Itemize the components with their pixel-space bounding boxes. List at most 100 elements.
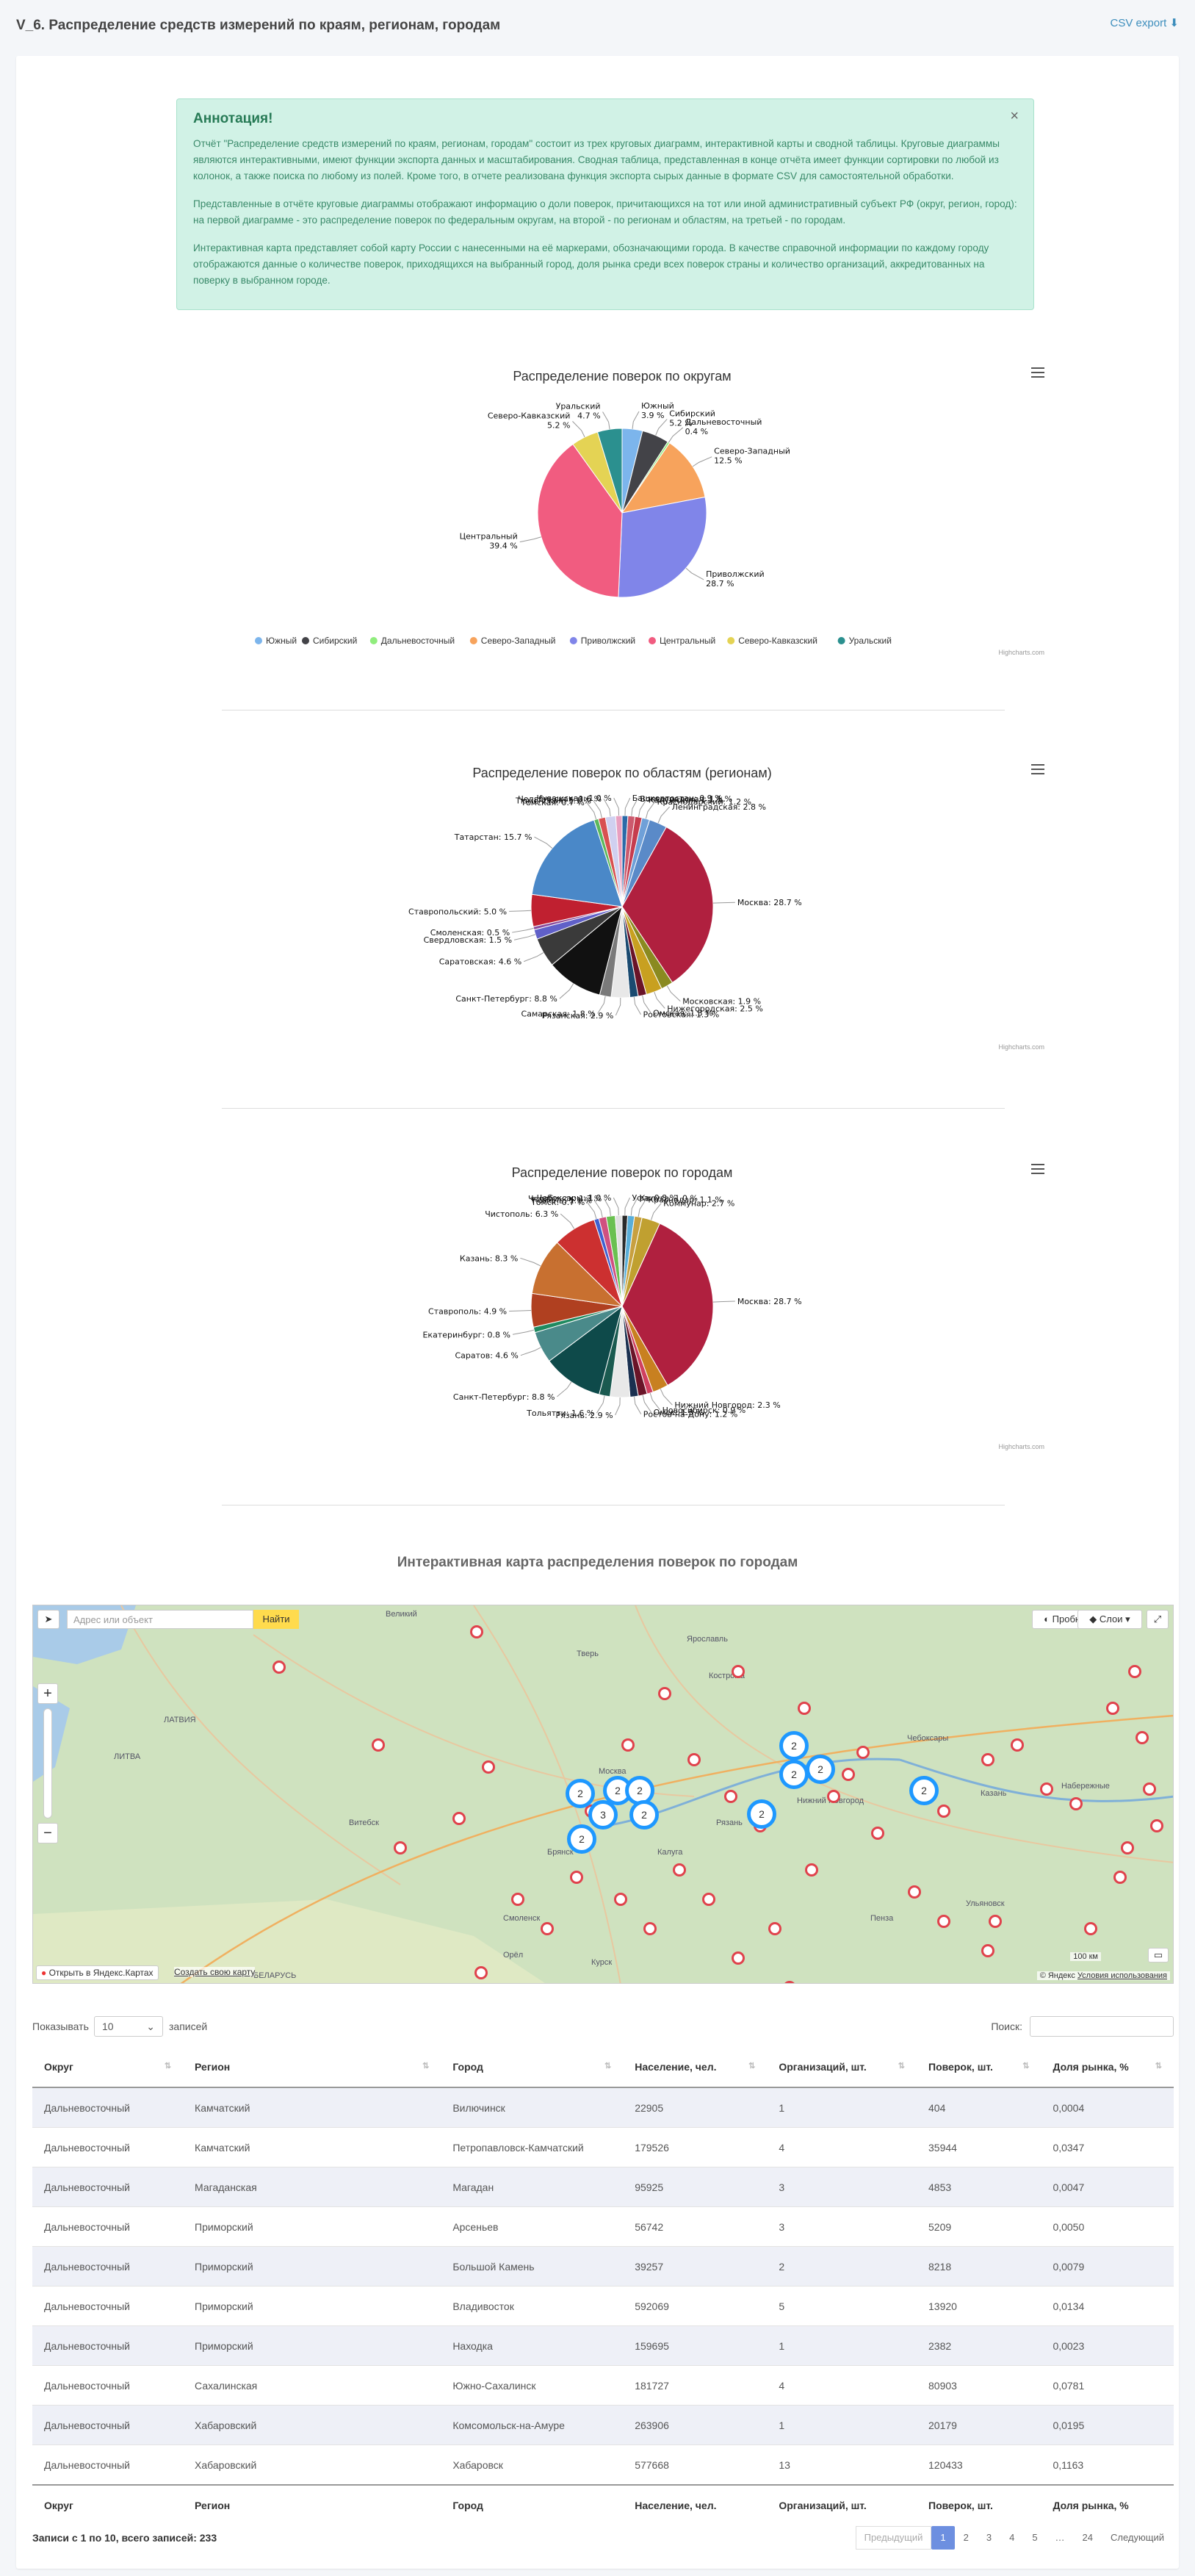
table-row[interactable]: Дальневосточный Приморский Находка 159695 1 2…	[32, 2325, 1174, 2366]
map-cluster[interactable]: 2	[747, 1799, 776, 1829]
page-button[interactable]: 2	[963, 2532, 969, 2543]
legend-item[interactable]: Уральский	[849, 636, 892, 646]
map-marker[interactable]	[724, 1790, 737, 1803]
map-marker[interactable]	[687, 1753, 701, 1766]
map-marker[interactable]	[614, 1893, 627, 1906]
zoom-in-button[interactable]: +	[37, 1683, 58, 1704]
map-marker[interactable]	[805, 1863, 818, 1877]
map-cluster[interactable]: 2	[779, 1731, 809, 1760]
legend-marker[interactable]	[837, 637, 845, 644]
map-marker[interactable]	[1084, 1922, 1097, 1935]
map-marker[interactable]	[570, 1871, 583, 1884]
legend-marker[interactable]	[302, 637, 309, 644]
fullscreen-icon[interactable]: ⤢	[1147, 1610, 1169, 1629]
map-cluster[interactable]: 2	[779, 1760, 809, 1789]
map-marker[interactable]	[908, 1885, 921, 1899]
map-marker[interactable]	[643, 1922, 657, 1935]
map-marker[interactable]	[621, 1738, 635, 1752]
page-size-select[interactable]: 10 ⌄	[94, 2016, 163, 2037]
map-marker[interactable]	[470, 1625, 483, 1638]
map-marker[interactable]	[768, 1922, 781, 1935]
map-cluster[interactable]: 2	[629, 1800, 659, 1830]
legend-item[interactable]: Дальневосточный	[381, 636, 455, 646]
map-marker[interactable]	[272, 1661, 286, 1674]
map-marker[interactable]	[1121, 1841, 1134, 1854]
prev-page-button[interactable]: Предыдущий	[855, 2526, 932, 2550]
pie-slice[interactable]	[551, 905, 623, 996]
legend-marker[interactable]	[469, 637, 477, 644]
table-row[interactable]: Дальневосточный Приморский Владивосток 5920…	[32, 2286, 1174, 2326]
legend-marker[interactable]	[569, 637, 577, 644]
chart-credits[interactable]: Highcharts.com	[998, 649, 1044, 656]
map-marker[interactable]	[1150, 1819, 1163, 1832]
map-marker[interactable]	[1128, 1665, 1141, 1678]
page-button[interactable]: 1	[931, 2526, 955, 2550]
map-marker[interactable]	[732, 1951, 745, 1965]
pie-slice[interactable]	[549, 1305, 623, 1395]
map-marker[interactable]	[474, 1966, 488, 1979]
table-search-input[interactable]	[1030, 2016, 1174, 2037]
column-header[interactable]: Доля рынка, % ⇅	[1041, 2047, 1174, 2088]
map-marker[interactable]	[827, 1790, 840, 1803]
legend-item[interactable]: Приволжский	[581, 636, 635, 646]
page-button[interactable]: 4	[1009, 2532, 1015, 2543]
map-marker[interactable]	[856, 1746, 870, 1759]
map-marker[interactable]	[1069, 1797, 1083, 1810]
legend-marker[interactable]	[255, 637, 262, 644]
map-marker[interactable]	[1040, 1782, 1053, 1796]
hamburger-menu-icon[interactable]	[1031, 1164, 1044, 1174]
map-marker[interactable]	[1143, 1782, 1156, 1796]
table-row[interactable]: Дальневосточный Сахалинская Южно-Сахалинск…	[32, 2365, 1174, 2406]
map-marker[interactable]	[989, 1915, 1002, 1928]
page-button[interactable]: 3	[986, 2532, 992, 2543]
map-marker[interactable]	[1113, 1871, 1127, 1884]
pie-slice[interactable]	[531, 1242, 624, 1307]
map-search-input[interactable]: Адрес или объект	[67, 1610, 253, 1629]
map-marker[interactable]	[981, 1753, 994, 1766]
legend-marker[interactable]	[649, 637, 656, 644]
column-header[interactable]: Город ⇅	[441, 2047, 624, 2088]
table-row[interactable]: Дальневосточный Хабаровский Хабаровск 57766…	[32, 2444, 1174, 2485]
map-marker[interactable]	[372, 1738, 385, 1752]
table-row[interactable]: Дальневосточный Камчатский Вилючинск 22905 1…	[32, 2087, 1174, 2128]
map-cluster[interactable]: 2	[566, 1779, 595, 1808]
map-marker[interactable]	[452, 1812, 466, 1825]
map-cluster[interactable]: 2	[567, 1824, 596, 1854]
map-marker[interactable]	[658, 1687, 671, 1700]
legend-item[interactable]: Центральный	[660, 636, 715, 646]
yandex-map[interactable]: ЛАТВИЯ ЛИТВА БЕЛАРУСЬ Витебск Брянск Калуга См…	[32, 1605, 1174, 1984]
table-row[interactable]: Дальневосточный Приморский Арсеньев 56742 3 5…	[32, 2206, 1174, 2247]
zoom-slider[interactable]	[43, 1708, 52, 1818]
create-map-link[interactable]: Создать свою карту	[174, 1967, 256, 1977]
column-header[interactable]: Население, чел. ⇅	[623, 2047, 768, 2088]
map-marker[interactable]	[702, 1893, 715, 1906]
zoom-out-button[interactable]: −	[37, 1823, 58, 1843]
table-row[interactable]: Дальневосточный Хабаровский Комсомольск-на…	[32, 2405, 1174, 2445]
next-page-button[interactable]: Следующий	[1111, 2532, 1164, 2543]
map-cluster[interactable]: 2	[909, 1776, 939, 1805]
pie-slice[interactable]	[531, 819, 623, 907]
chart-credits[interactable]: Highcharts.com	[998, 1443, 1044, 1450]
page-button[interactable]: 24	[1082, 2532, 1094, 2543]
legend-marker[interactable]	[727, 637, 735, 644]
map-marker[interactable]	[394, 1841, 407, 1854]
map-find-button[interactable]: Найти	[253, 1610, 299, 1629]
map-marker[interactable]	[1136, 1731, 1149, 1744]
map-marker[interactable]	[511, 1893, 524, 1906]
legend-marker[interactable]	[369, 637, 378, 644]
open-yandex-maps-link[interactable]: ● Открыть в Яндекс.Картах	[36, 1965, 159, 1980]
table-row[interactable]: Дальневосточный Приморский Большой Камень 3…	[32, 2246, 1174, 2287]
map-marker[interactable]	[673, 1863, 686, 1877]
pie-slice[interactable]	[621, 442, 706, 514]
hamburger-menu-icon[interactable]	[1031, 764, 1044, 774]
map-cluster[interactable]: 3	[588, 1800, 618, 1830]
pie-slice[interactable]	[618, 496, 707, 598]
column-header[interactable]: Регион ⇅	[183, 2047, 441, 2088]
legend-item[interactable]: Северо-Западный	[481, 636, 556, 646]
geolocation-icon[interactable]: ➤	[37, 1610, 59, 1629]
page-button[interactable]: 5	[1032, 2532, 1038, 2543]
map-marker[interactable]	[937, 1915, 950, 1928]
column-header[interactable]: Округ ⇅	[32, 2047, 184, 2088]
layers-button[interactable]: ◆ Слои ▾	[1077, 1610, 1142, 1629]
map-cluster[interactable]: 2	[806, 1755, 835, 1784]
